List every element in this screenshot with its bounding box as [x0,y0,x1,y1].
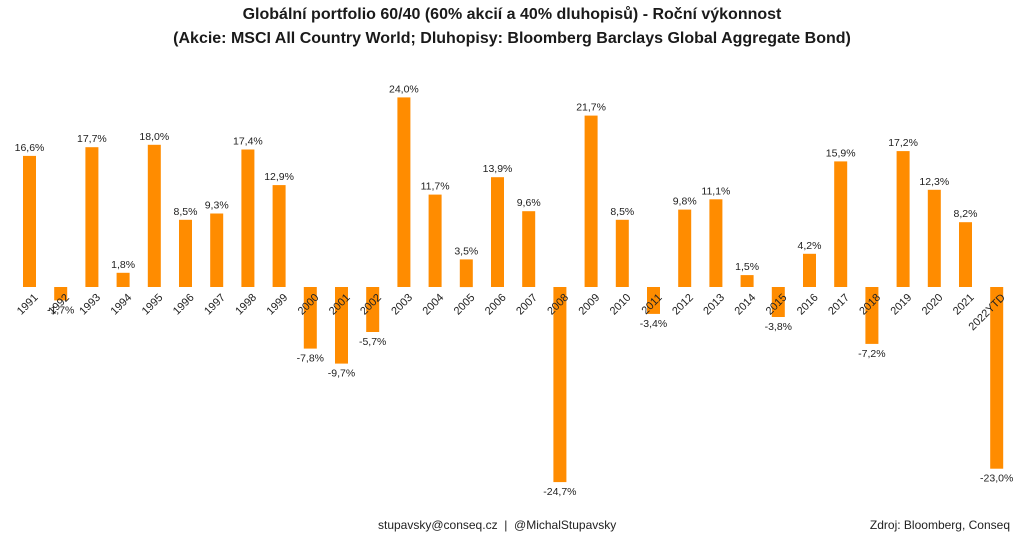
value-label-2001: -9,7% [328,368,355,380]
category-label-2003: 2003 [389,292,415,318]
category-label-2004: 2004 [421,292,447,318]
chart-title: Globální portfolio 60/40 (60% akcií a 40… [242,6,782,23]
bar-1991 [23,155,36,287]
bar-2022YTD [990,287,1004,469]
value-label-2004: 11,7% [421,181,450,193]
value-label-2016: 4,2% [798,240,822,252]
value-label-1991: 16,6% [15,142,45,154]
category-label-1996: 1996 [171,292,197,318]
value-label-2018: -7,2% [858,348,885,360]
bar-1994 [116,272,130,287]
bar-2009 [584,115,598,287]
category-label-2021: 2021 [951,292,977,318]
value-label-2022YTD: -23,0% [980,473,1013,485]
bar-2011 [647,287,660,314]
bar-2000 [303,287,317,349]
value-label-2013: 11,1% [701,185,730,197]
bar-1993 [85,147,99,287]
value-label-2020: 12,3% [919,176,949,188]
category-label-2009: 2009 [577,292,603,318]
value-label-1997: 9,3% [205,200,229,212]
footer-source: Zdroj: Bloomberg, Conseq [869,518,1010,532]
bar-2003 [397,97,411,288]
category-label-2007: 2007 [514,292,540,318]
bar-2017 [834,161,848,287]
value-label-2000: -7,8% [297,353,324,365]
value-label-1994: 1,8% [111,259,135,271]
value-label-1996: 8,5% [174,206,198,218]
category-label-2020: 2020 [920,292,946,318]
value-label-2010: 8,5% [610,206,634,218]
value-label-2003: 24,0% [389,83,419,95]
bar-1995 [147,144,161,287]
value-label-1998: 17,4% [233,136,263,148]
category-label-2010: 2010 [608,292,634,318]
value-label-2011: -3,4% [640,318,667,330]
bar-2008 [553,287,567,483]
category-label-2017: 2017 [826,292,852,318]
category-label-1991: 1991 [15,292,41,318]
bar-1997 [210,213,224,287]
bar-2015 [771,287,785,317]
category-label-2006: 2006 [483,292,509,318]
value-label-1999: 12,9% [264,171,294,183]
value-label-1993: 17,7% [77,133,107,145]
bar-2019 [896,151,910,287]
category-label-1994: 1994 [109,292,135,318]
bar-2010 [615,219,629,287]
value-label-2017: 15,9% [826,147,856,159]
bar-2014 [740,275,754,287]
value-label-2009: 21,7% [576,102,606,114]
chart-subtitle: (Akcie: MSCI All Country World; Dluhopis… [173,30,851,47]
bar-2020 [927,189,941,287]
category-label-1995: 1995 [140,292,166,318]
footer-contact: stupavsky@conseq.cz | @MichalStupavsky [378,518,617,532]
bar-2016 [803,253,816,287]
bar-2005 [459,259,473,288]
value-label-1992: -1,7% [47,304,74,316]
category-label-1997: 1997 [202,292,228,318]
value-label-2012: 9,8% [673,196,697,208]
category-label-2013: 2013 [701,292,727,318]
value-label-2019: 17,2% [888,137,918,149]
value-label-2021: 8,2% [954,208,978,220]
category-label-1998: 1998 [233,292,259,318]
bar-1992 [54,287,68,301]
bar-2001 [335,287,348,364]
bar-2006 [491,177,504,287]
bar-1996 [179,219,192,287]
category-label-1993: 1993 [77,292,103,318]
bar-2013 [709,199,723,287]
bar-1998 [241,149,255,287]
value-label-2002: -5,7% [359,336,386,348]
category-label-2019: 2019 [889,292,915,318]
category-label-2016: 2016 [795,292,821,318]
value-label-2007: 9,6% [517,197,541,209]
value-label-2015: -3,8% [765,321,792,333]
value-label-2014: 1,5% [735,261,759,273]
value-label-1995: 18,0% [139,131,169,143]
value-label-2008: -24,7% [543,486,576,498]
category-label-2005: 2005 [452,292,478,318]
value-label-2005: 3,5% [454,245,478,257]
bar-2012 [678,209,692,287]
category-label-2012: 2012 [670,292,696,318]
value-label-2006: 13,9% [483,163,513,175]
bar-2021 [959,222,972,287]
category-label-1999: 1999 [265,292,291,318]
bar-2007 [522,211,536,287]
bar-2018 [865,287,879,344]
category-label-2014: 2014 [733,292,759,318]
bar-2004 [428,194,442,287]
bar-1999 [272,185,286,287]
bar-2002 [366,287,380,332]
